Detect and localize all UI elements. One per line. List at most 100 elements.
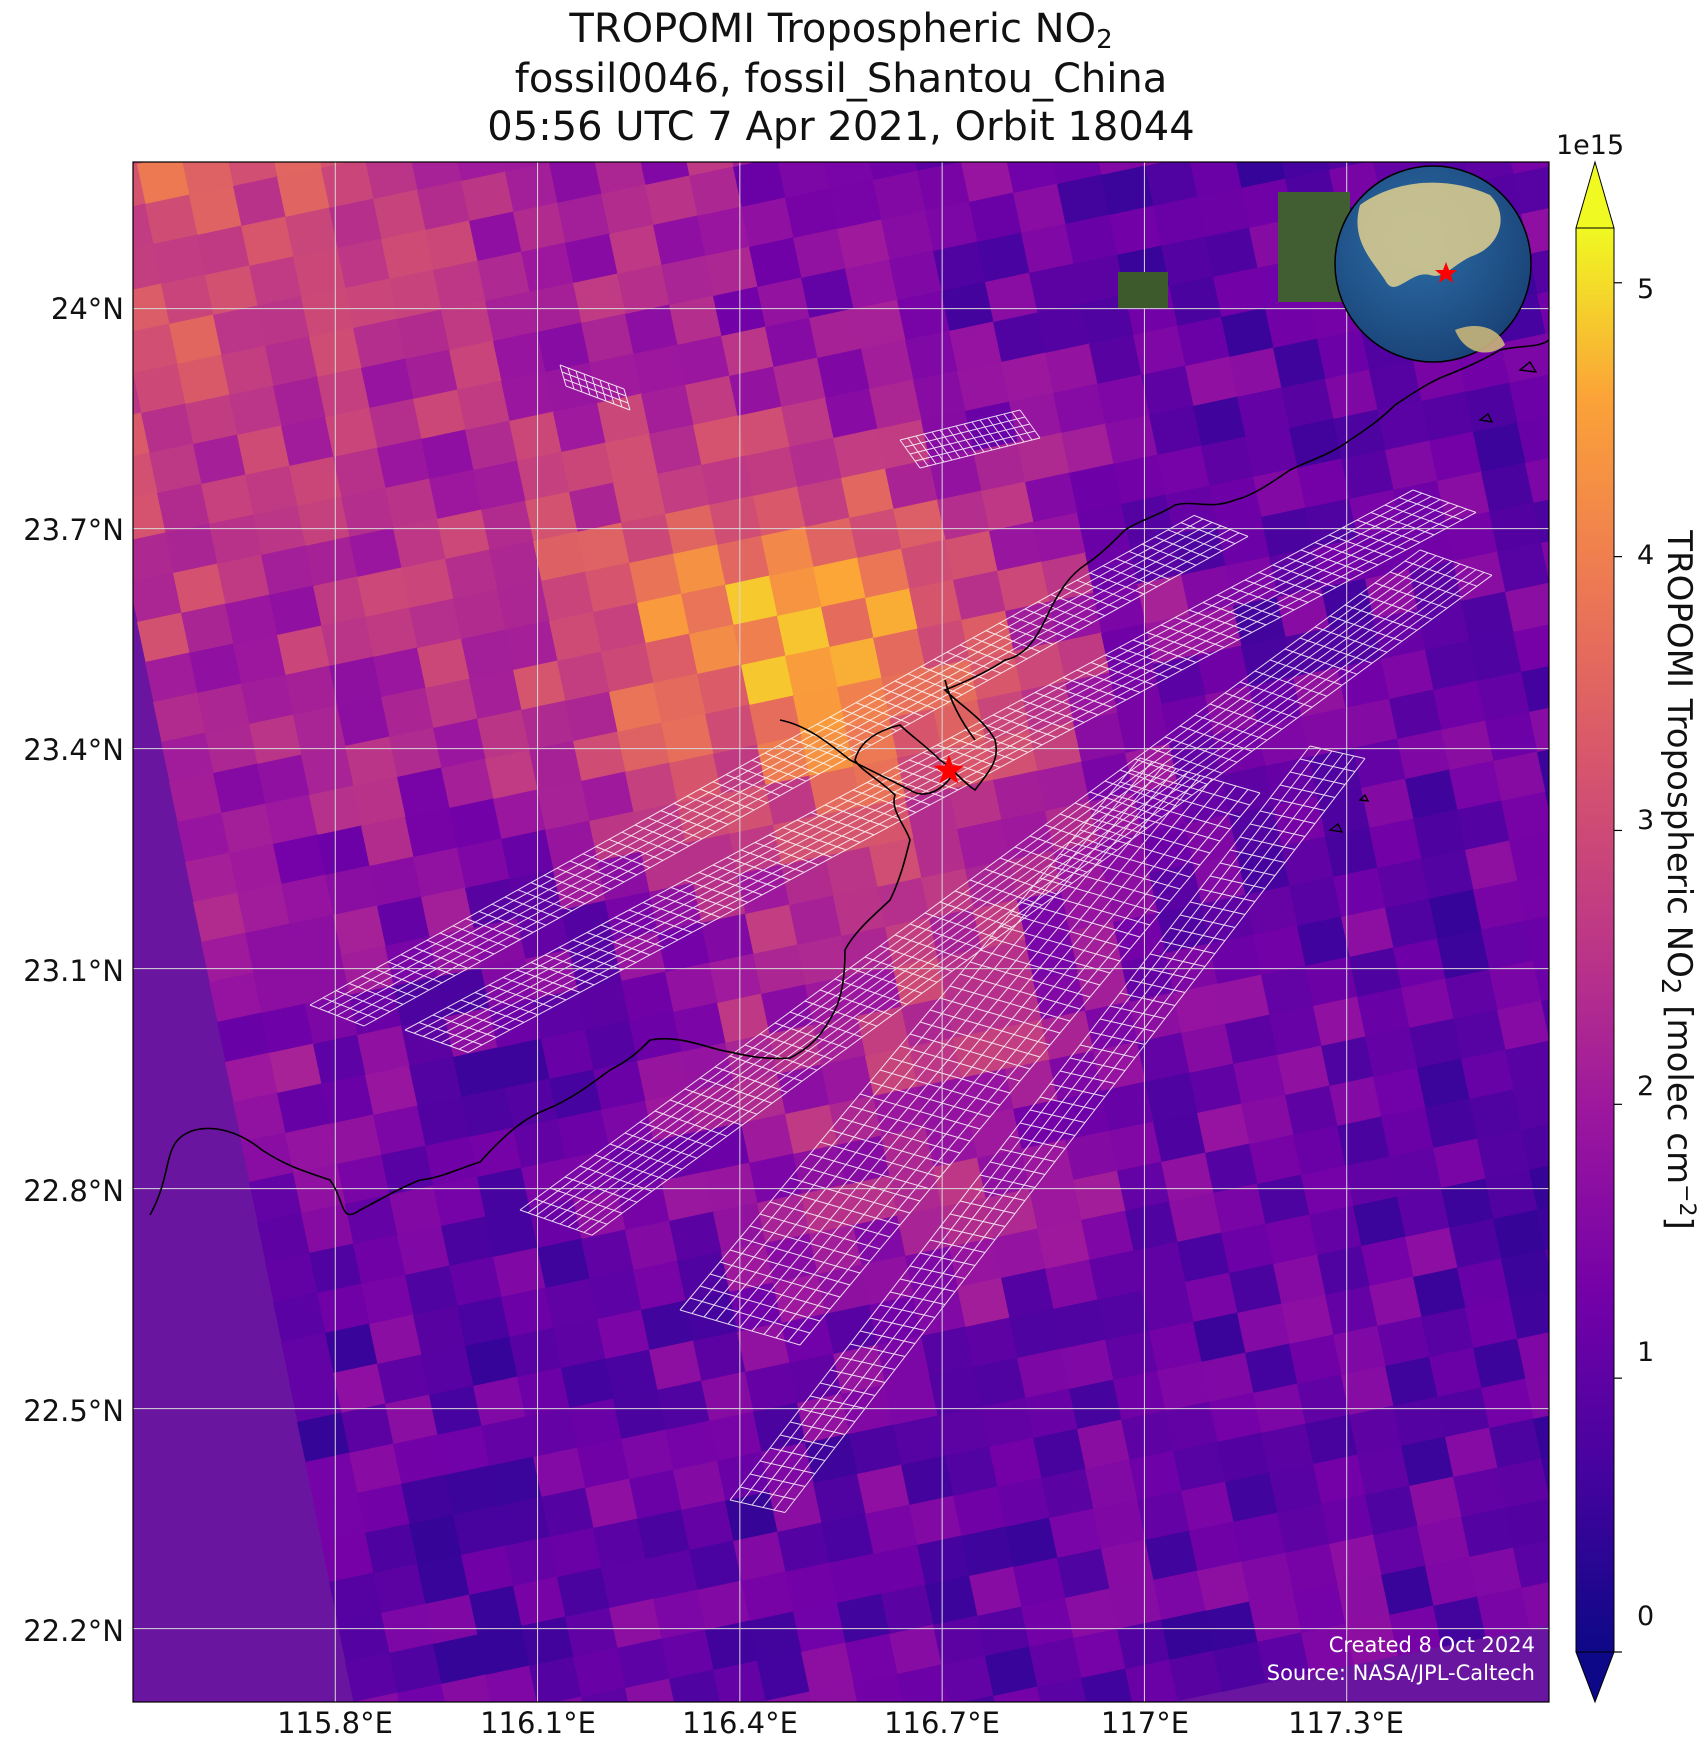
no2-pixel: [521, 242, 575, 294]
no2-pixel: [253, 963, 307, 1015]
no2-pixel: [1436, 1387, 1491, 1439]
no2-pixel: [1025, 472, 1079, 524]
no2-pixel: [1153, 1112, 1207, 1164]
no2-pixel: [213, 763, 267, 815]
no2-pixel: [409, 598, 463, 650]
lat-label-23-4n: 23.4°N: [23, 733, 124, 767]
no2-pixel: [1345, 1156, 1399, 1208]
no2-pixel: [1305, 1414, 1359, 1466]
no2-pixel: [1340, 449, 1395, 501]
no2-pixel: [1301, 1623, 1355, 1675]
no2-pixel: [661, 1629, 715, 1681]
title-line-1: TROPOMI Tropospheric NO2: [569, 6, 1113, 55]
no2-pixel: [1301, 1165, 1355, 1217]
no2-pixel: [477, 1625, 531, 1677]
no2-pixel: [1328, 1076, 1383, 1128]
no2-pixel: [652, 1589, 707, 1641]
lat-label-22-8n: 22.8°N: [23, 1174, 124, 1208]
no2-pixel: [581, 313, 635, 365]
no2-pixel: [545, 1278, 599, 1330]
no2-pixel: [213, 305, 267, 357]
no2-pixel: [1132, 1241, 1187, 1293]
no2-pixel: [1448, 760, 1503, 812]
no2-pixel: [1196, 1103, 1251, 1155]
no2-pixel: [1173, 1441, 1227, 1493]
no2-pixel: [664, 504, 719, 556]
no2-pixel: [413, 1305, 467, 1357]
no2-pixel: [1372, 609, 1427, 661]
no2-pixel: [425, 220, 479, 272]
no2-pixel: [1089, 334, 1143, 386]
no2-pixel: [512, 1118, 567, 1170]
no2-pixel: [768, 1024, 823, 1076]
no2-pixel: [1233, 162, 1287, 190]
no2-pixel: [1360, 1236, 1415, 1288]
no2-pixel: [1009, 1308, 1063, 1360]
no2-pixel: [237, 425, 291, 477]
no2-pixel: [513, 660, 567, 712]
no2-pixel: [353, 1234, 407, 1286]
title-line-2: fossil0046, fossil_Shantou_China: [514, 56, 1168, 102]
no2-pixel: [1100, 1081, 1155, 1133]
no2-pixel: [1365, 1027, 1419, 1079]
no2-pixel: [1393, 938, 1447, 990]
no2-pixel: [133, 412, 151, 464]
colorbar-extend-min: [1575, 1651, 1615, 1704]
no2-pixel: [321, 616, 375, 668]
no2-pixel: [721, 326, 775, 378]
no2-pixel: [888, 250, 943, 302]
no2-pixel: [977, 232, 1031, 284]
colorbar-extend-max: [1575, 160, 1615, 229]
no2-pixel: [1104, 872, 1159, 924]
no2-pixel: [724, 575, 779, 627]
no2-pixel: [709, 1411, 763, 1463]
no2-pixel: [1052, 1299, 1107, 1351]
no2-pixel-layer: [133, 96, 1549, 1702]
no2-pixel: [1389, 689, 1443, 741]
no2-pixel: [732, 615, 787, 667]
no2-pixel: [628, 1011, 683, 1063]
no2-pixel: [625, 762, 679, 814]
no2-pixel: [825, 388, 879, 440]
no2-pixel: [993, 312, 1047, 364]
globe-landmass-australia: [1455, 325, 1505, 353]
no2-pixel: [1205, 1601, 1259, 1653]
no2-pixel: [1433, 1138, 1487, 1190]
no2-pixel: [572, 731, 627, 783]
graticule: [133, 162, 1549, 1702]
no2-pixel: [897, 290, 951, 342]
no2-pixel: [445, 1007, 499, 1059]
no2-pixel: [917, 1077, 971, 1129]
no2-pixel: [1496, 1000, 1549, 1052]
no2-pixel: [1477, 1129, 1531, 1181]
no2-pixel: [1532, 1409, 1549, 1461]
no2-pixel: [1505, 1498, 1549, 1550]
no2-pixel: [465, 1336, 519, 1388]
no2-pixel: [489, 1456, 543, 1508]
no2-pixel: [533, 1447, 587, 1499]
no2-pixel: [485, 1665, 539, 1702]
no2-pixel: [241, 674, 295, 726]
no2-pixel: [1525, 1369, 1549, 1421]
no2-pixel: [553, 1318, 607, 1370]
no2-pixel: [133, 332, 135, 384]
no2-pixel: [561, 442, 615, 494]
no2-pixel: [696, 1122, 751, 1174]
no2-pixel: [457, 380, 511, 432]
no2-pixel: [297, 1412, 351, 1464]
no2-pixel: [517, 451, 571, 503]
no2-pixel: [940, 1655, 995, 1702]
no2-pixel: [193, 892, 247, 944]
no2-pixel: [517, 909, 571, 961]
no2-pixel: [357, 567, 411, 619]
no2-pixel: [780, 397, 835, 449]
no2-pixel: [373, 647, 427, 699]
no2-pixel: [1281, 378, 1335, 430]
no2-pixel: [1429, 889, 1483, 941]
no2-pixel: [1189, 162, 1243, 199]
no2-pixel: [1069, 1379, 1123, 1431]
no2-pixel: [1336, 658, 1391, 710]
no2-pixel: [825, 846, 879, 898]
no2-pixel: [1217, 974, 1271, 1026]
no2-pixel: [217, 96, 271, 147]
